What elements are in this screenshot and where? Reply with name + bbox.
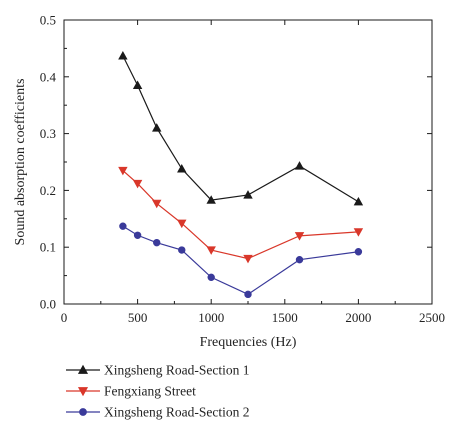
- data-point: [294, 232, 305, 241]
- y-axis-ticks: 0.0 0.1 0.2 0.3 0.4 0.5: [40, 13, 432, 312]
- data-point: [153, 239, 161, 247]
- data-point: [118, 166, 128, 176]
- x-axis-ticks: 0 500 1000 1500 2000 2500: [61, 20, 445, 325]
- data-point: [243, 190, 253, 199]
- legend-entry-section-2: Xingsheng Road-Section 2: [66, 405, 249, 420]
- series-2: [118, 166, 364, 264]
- legend-entry-fengxiang: Fengxiang Street: [66, 384, 196, 399]
- legend: Xingsheng Road-Section 1 Fengxiang Stree…: [66, 363, 249, 420]
- data-point: [177, 219, 187, 229]
- data-point: [152, 199, 162, 209]
- data-point: [244, 290, 252, 298]
- series-line: [122, 55, 359, 203]
- x-tick-label: 2000: [345, 310, 371, 325]
- data-point: [243, 254, 253, 264]
- data-point: [206, 246, 216, 255]
- legend-marker-fengxiang: [77, 387, 89, 397]
- y-tick-label: 0.0: [40, 297, 56, 312]
- x-tick-label: 1500: [272, 310, 298, 325]
- data-point: [207, 273, 215, 281]
- data-point: [133, 231, 142, 239]
- legend-label-fengxiang: Fengxiang Street: [104, 384, 196, 399]
- data-point: [353, 228, 364, 237]
- x-tick-label: 0: [61, 310, 68, 325]
- x-axis-title: Frequencies (Hz): [200, 335, 297, 350]
- data-point: [177, 163, 187, 173]
- y-axis-title: Sound absorption coefficients: [13, 79, 28, 246]
- y-tick-label: 0.3: [40, 126, 56, 141]
- y-tick-label: 0.1: [40, 240, 56, 255]
- y-tick-label: 0.2: [40, 183, 56, 198]
- series-line: [122, 170, 359, 260]
- series-line: [122, 225, 359, 296]
- x-tick-label: 2500: [419, 310, 445, 325]
- data-point: [119, 222, 127, 230]
- data-point: [118, 50, 128, 60]
- data-point: [354, 248, 363, 256]
- legend-entry-section-1: Xingsheng Road-Section 1: [66, 363, 249, 378]
- legend-marker-section-1: [77, 364, 89, 374]
- data-point: [132, 80, 143, 89]
- legend-label-section-1: Xingsheng Road-Section 1: [104, 363, 249, 378]
- y-tick-label: 0.5: [40, 13, 56, 28]
- series-1: [118, 50, 364, 206]
- legend-label-section-2: Xingsheng Road-Section 2: [104, 405, 249, 420]
- data-point: [295, 256, 304, 264]
- series-layer: [118, 50, 364, 298]
- series-3: [119, 222, 363, 298]
- y-tick-label: 0.4: [40, 69, 57, 84]
- data-point: [206, 195, 216, 204]
- data-point: [178, 246, 186, 254]
- data-point: [294, 161, 305, 170]
- data-point: [353, 196, 364, 206]
- x-tick-label: 1000: [198, 310, 224, 325]
- data-point: [132, 179, 143, 189]
- data-point: [152, 123, 162, 132]
- x-tick-label: 500: [128, 310, 148, 325]
- legend-marker-section-2: [79, 408, 87, 416]
